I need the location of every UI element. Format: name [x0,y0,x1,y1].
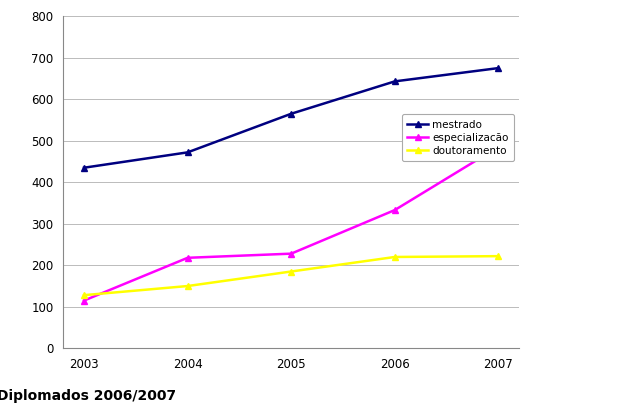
Line: especializacão: especializacão [80,143,502,304]
doutoramento [494,254,502,258]
mestrado [287,111,295,116]
mestrado [80,165,88,170]
doutoramento [287,269,295,274]
especializacão [80,298,88,303]
mestrado [494,66,502,70]
doutoramento [80,293,88,298]
Legend: mestrado, especializacão, doutoramento: mestrado, especializacão, doutoramento [402,114,514,161]
especializacão [287,251,295,256]
especializacão [391,208,399,213]
mestrado [391,79,399,84]
Line: doutoramento: doutoramento [80,253,502,298]
especializacão [184,256,191,260]
especializacão [494,145,502,149]
doutoramento [391,255,399,260]
doutoramento [184,284,191,288]
mestrado [184,150,191,155]
Line: mestrado: mestrado [80,65,502,171]
Text: Diplomados 2006/2007: Diplomados 2006/2007 [0,389,176,403]
